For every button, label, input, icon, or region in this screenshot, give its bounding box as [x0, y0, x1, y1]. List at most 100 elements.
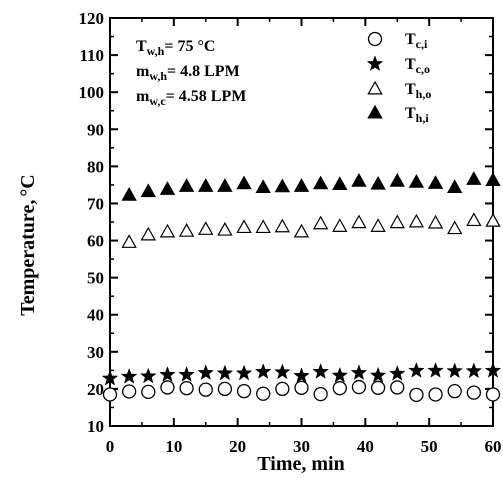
data-point	[427, 214, 444, 229]
x-tick-label: 50	[421, 437, 438, 456]
data-point	[140, 183, 156, 198]
data-point	[312, 363, 329, 379]
data-point	[140, 226, 156, 241]
data-point	[274, 178, 291, 193]
data-point	[139, 367, 157, 384]
data-point	[293, 367, 310, 383]
y-tick-label: 50	[87, 269, 104, 288]
y-tick-label: 30	[87, 343, 104, 362]
data-point	[217, 221, 233, 236]
annotation-text: = 4.8 LPM	[167, 63, 240, 80]
data-point	[159, 223, 176, 238]
data-point	[447, 179, 463, 194]
y-tick-label: 90	[87, 120, 104, 139]
legend-entry: Th,i	[405, 105, 429, 125]
y-tick-label: 110	[79, 46, 104, 65]
data-point	[236, 175, 252, 190]
data-point	[369, 366, 387, 383]
data-point	[178, 178, 195, 192]
data-point	[485, 213, 501, 227]
data-point	[465, 362, 483, 379]
data-point	[332, 381, 347, 396]
legend-entry-sub: c,i	[416, 37, 428, 51]
legend-entry-sub: c,o	[416, 62, 430, 76]
data-point	[447, 383, 462, 399]
data-point	[466, 171, 482, 185]
data-point	[198, 178, 214, 192]
legend-marker	[367, 104, 383, 119]
y-tick-label: 120	[79, 9, 105, 28]
legend-entry-sub: h,o	[416, 87, 432, 101]
data-point	[235, 364, 253, 381]
x-axis-label: Time, min	[257, 453, 344, 475]
data-point	[120, 367, 138, 384]
data-point	[178, 223, 195, 237]
data-point	[197, 364, 215, 381]
data-point	[198, 382, 213, 397]
y-axis-label-unit: °C	[17, 174, 39, 196]
x-tick-label: 60	[485, 437, 502, 456]
data-point	[293, 223, 310, 238]
y-axis-label-text: Temperature,	[17, 200, 39, 316]
legend-entry: Tc,o	[405, 56, 430, 76]
data-point	[408, 361, 425, 378]
y-tick-label: 10	[87, 417, 104, 436]
data-point	[313, 386, 328, 402]
annotation-line: mw,c= 4.58 LPM	[136, 88, 246, 108]
legend-entry-main: T	[405, 105, 416, 122]
data-point	[293, 178, 310, 192]
annotation-main: T	[136, 38, 147, 55]
data-point	[254, 363, 272, 379]
annotation-sub: w,h	[147, 44, 165, 58]
data-point	[255, 219, 271, 234]
y-tick-label: 60	[87, 232, 104, 251]
data-point	[350, 364, 368, 381]
data-point	[179, 381, 194, 396]
legend-entry-main: T	[405, 31, 416, 48]
data-point	[160, 380, 175, 395]
data-point	[312, 175, 329, 190]
legend-entry-main: T	[405, 56, 416, 73]
annotation-text: = 4.58 LPM	[166, 88, 247, 105]
data-point	[101, 369, 119, 386]
legend-entry: Th,o	[405, 81, 431, 101]
data-point	[409, 387, 424, 402]
data-point	[351, 379, 367, 395]
data-point	[351, 214, 367, 229]
data-point	[388, 364, 406, 381]
data-point	[370, 175, 386, 190]
y-tick-label: 20	[87, 380, 104, 399]
data-point	[159, 366, 176, 382]
data-point	[236, 219, 252, 234]
x-tick-label: 30	[293, 437, 310, 456]
legend-marker	[366, 55, 384, 72]
y-axis-label: Temperature, °C	[17, 174, 39, 316]
data-point	[121, 234, 137, 248]
legend-marker	[367, 31, 383, 47]
data-point	[428, 387, 443, 402]
legend-entry-sub: h,i	[416, 111, 430, 125]
data-point	[389, 172, 405, 187]
data-point	[485, 172, 501, 186]
x-tick-label: 20	[229, 437, 246, 456]
data-point	[485, 387, 501, 402]
data-point	[389, 214, 405, 229]
data-point	[141, 384, 156, 400]
data-point	[427, 361, 444, 378]
annotation-main: m	[136, 63, 150, 80]
x-tick-label: 40	[357, 437, 374, 456]
data-point	[275, 381, 290, 397]
data-point	[198, 221, 214, 235]
data-point	[274, 363, 291, 380]
data-point	[256, 386, 271, 401]
data-point	[466, 212, 482, 227]
annotation-line: mw,h= 4.8 LPM	[136, 63, 240, 83]
data-point	[370, 218, 386, 232]
data-point	[236, 383, 252, 399]
data-point	[255, 179, 271, 194]
data-point	[121, 187, 137, 201]
y-tick-label: 100	[79, 83, 105, 102]
